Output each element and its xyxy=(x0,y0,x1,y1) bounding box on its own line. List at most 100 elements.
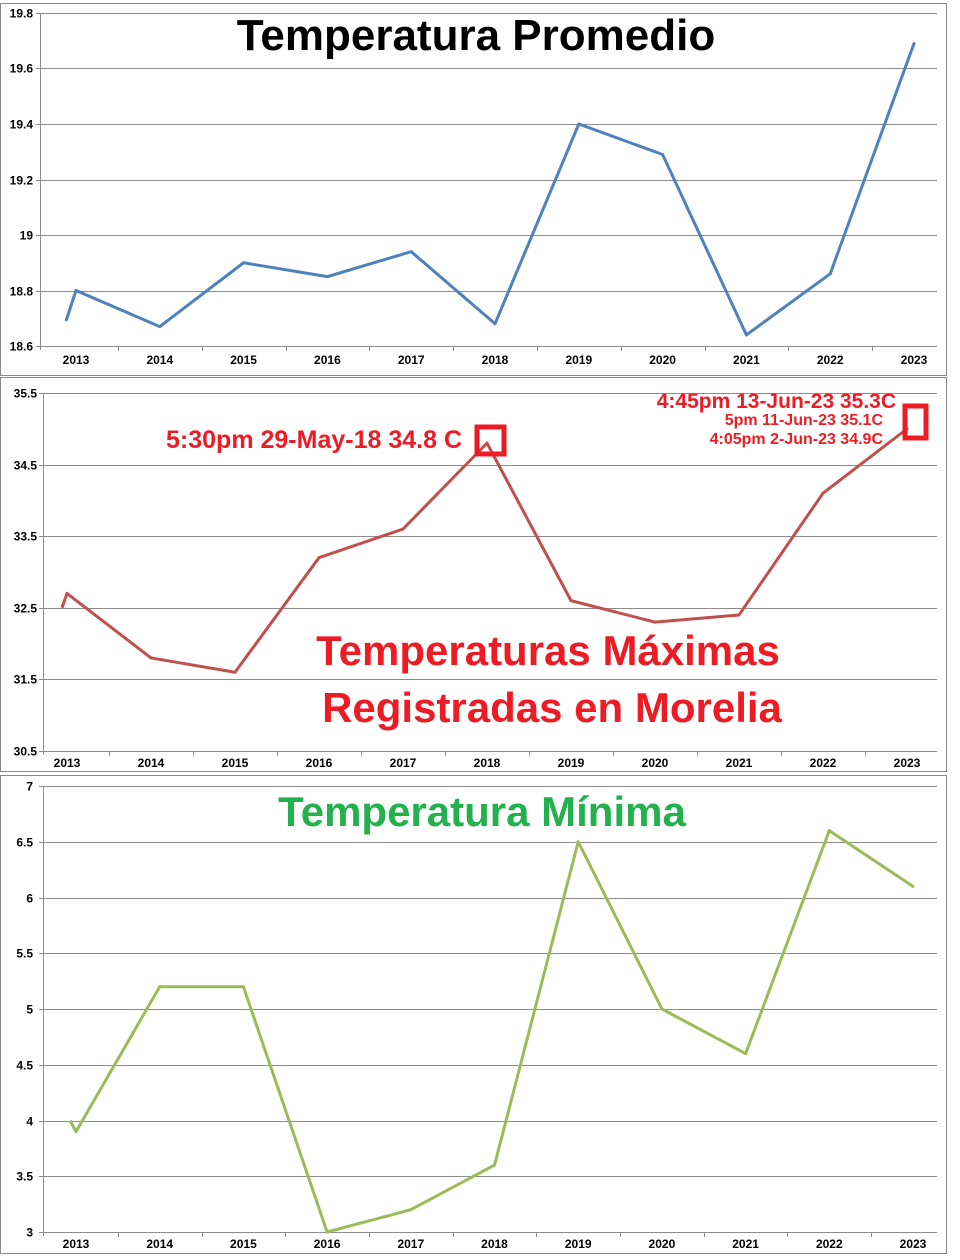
data-point-2017 xyxy=(409,1208,413,1212)
x-tick-label: 2022 xyxy=(816,1237,843,1251)
x-tick-label: 2013 xyxy=(63,1237,90,1251)
x-tick-label: 2015 xyxy=(230,353,257,367)
data-point-2013 xyxy=(65,591,69,595)
x-tick-label: 2015 xyxy=(222,756,249,770)
x-tick-label: 2013 xyxy=(63,353,90,367)
x-tick-label: 2014 xyxy=(146,1237,173,1251)
data-point-2017 xyxy=(401,527,405,531)
x-tick-label: 2018 xyxy=(474,756,501,770)
highlight-box-2023 xyxy=(902,403,929,441)
data-point-2013 xyxy=(74,289,78,292)
data-point-2020 xyxy=(660,1007,664,1011)
x-tick-label: 2014 xyxy=(138,756,165,770)
x-tick-label: 2016 xyxy=(306,756,333,770)
y-tick-label: 19.4 xyxy=(10,118,34,132)
x-tick-label: 2016 xyxy=(314,1237,341,1251)
y-tick-label: 19.8 xyxy=(10,7,34,21)
data-point-2016 xyxy=(317,556,321,560)
data-point-2017 xyxy=(409,250,413,254)
annotation-2023-max: 4:45pm 13-Jun-23 35.3C xyxy=(657,390,896,413)
data-point-2019 xyxy=(576,840,580,844)
chart-panel xyxy=(0,377,947,772)
chart-minimum-temperature: 3 3.5 4 4.5 5 5.5 6 6.5 7 2013 2014 2015 2016 2017 201… xyxy=(0,775,947,1254)
x-tick-label: 2013 xyxy=(54,756,81,770)
x-tick-label: 2016 xyxy=(314,353,341,367)
data-point-2021 xyxy=(744,1052,748,1056)
data-point-2023 xyxy=(911,884,915,888)
y-tick-label: 18.8 xyxy=(10,285,34,299)
y-tick-label: 19.6 xyxy=(10,62,34,76)
chart-title: Temperatura Promedio xyxy=(237,11,715,60)
data-point-2019 xyxy=(569,599,573,603)
x-tick-label: 2014 xyxy=(146,353,173,367)
data-point-2018 xyxy=(493,1163,496,1167)
data-point-2023 xyxy=(912,42,916,46)
data-point-2014 xyxy=(149,656,153,660)
y-tick-label: 18.6 xyxy=(10,340,34,354)
x-tick-label: 2020 xyxy=(649,1237,676,1251)
x-tick-label: 2023 xyxy=(901,353,928,367)
x-tick-label: 2017 xyxy=(397,1237,424,1251)
annotation-2023-third: 4:05pm 2-Jun-23 34.9C xyxy=(710,431,884,448)
data-point-2022 xyxy=(827,829,831,833)
chart-average-temperature: 18.6 18.8 19 19.2 19.4 19.6 19.8 2013 2014 2015 20… xyxy=(0,3,947,376)
x-tick-label: 2015 xyxy=(230,1237,257,1251)
x-tick-label: 2022 xyxy=(817,353,844,367)
x-tick-label: 2022 xyxy=(810,756,837,770)
data-point-2019 xyxy=(577,122,581,126)
y-tick-label: 32.5 xyxy=(14,602,38,616)
annotation-2018-max: 5:30pm 29-May-18 34.8 C xyxy=(166,426,462,454)
data-point-2018 xyxy=(485,441,489,445)
y-tick-label: 31.5 xyxy=(14,673,38,687)
chart-panel xyxy=(0,775,947,1254)
chart-title: Temperatura Mínima xyxy=(278,788,686,835)
y-tick-label: 3 xyxy=(26,1226,33,1240)
y-tick-label: 4 xyxy=(26,1115,33,1129)
y-tick-label: 4.5 xyxy=(16,1059,33,1073)
chart-title-line-1: Temperaturas Máximas xyxy=(316,627,780,674)
y-tick-label: 30.5 xyxy=(14,745,38,759)
chart-maximum-temperature: 30.5 31.5 32.5 33.5 34.5 35.5 2013 2014 2015 2016… xyxy=(0,377,947,772)
highlight-box-2018 xyxy=(474,424,507,457)
x-tick-label: 2019 xyxy=(565,353,592,367)
x-tick-label: 2019 xyxy=(565,1237,592,1251)
x-tick-label: 2021 xyxy=(732,1237,759,1251)
x-tick-label: 2023 xyxy=(900,1237,927,1251)
data-point-2014 xyxy=(158,985,162,989)
data-point-2015 xyxy=(233,670,237,674)
y-tick-label: 35.5 xyxy=(14,387,38,401)
chart-panel xyxy=(0,3,947,376)
data-point-2022 xyxy=(828,272,832,276)
y-tick-label: 33.5 xyxy=(14,530,38,544)
data-point-2014 xyxy=(158,325,162,329)
data-point-2016 xyxy=(325,1230,329,1234)
x-tick-label: 2021 xyxy=(733,353,760,367)
data-point-2020 xyxy=(661,153,665,157)
data-line xyxy=(60,427,908,674)
y-tick-label: 19 xyxy=(20,229,34,243)
y-tick-label: 6.5 xyxy=(16,836,33,850)
data-line xyxy=(64,43,916,337)
y-tick-label: 5.5 xyxy=(16,947,33,961)
data-point-2022 xyxy=(821,491,825,495)
y-tick-label: 34.5 xyxy=(14,459,38,473)
data-point-2016 xyxy=(325,275,329,279)
x-tick-label: 2018 xyxy=(482,353,509,367)
x-tick-label: 2020 xyxy=(642,756,669,770)
x-tick-label: 2020 xyxy=(649,353,676,367)
annotation-2023-second: 5pm 11-Jun-23 35.1C xyxy=(725,412,884,429)
x-tick-label: 2023 xyxy=(894,756,921,770)
data-point-2021 xyxy=(744,333,748,337)
data-line xyxy=(68,829,914,1234)
y-tick-label: 5 xyxy=(26,1003,33,1017)
data-point-2015 xyxy=(242,261,246,265)
data-point-2018 xyxy=(493,322,497,326)
x-tick-label: 2017 xyxy=(390,756,417,770)
y-tick-label: 19.2 xyxy=(10,174,34,188)
data-point-2013 xyxy=(74,1130,78,1134)
data-point-2015 xyxy=(241,985,245,989)
x-tick-label: 2019 xyxy=(558,756,585,770)
data-point-2021 xyxy=(737,613,741,617)
x-tick-label: 2018 xyxy=(481,1237,508,1251)
